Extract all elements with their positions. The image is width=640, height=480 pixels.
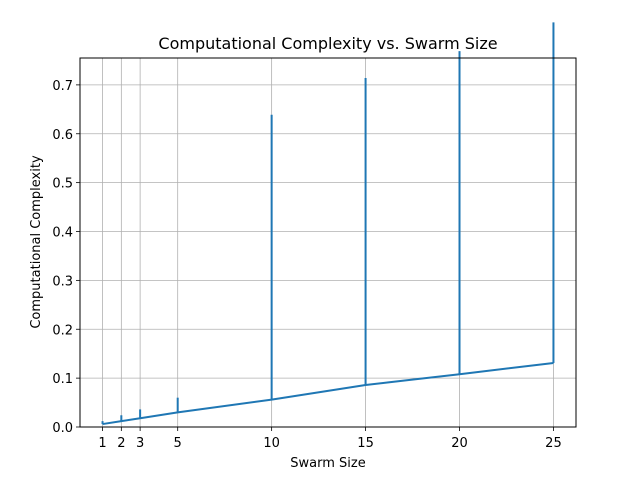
plot-frame: [79, 57, 577, 428]
x-tick-label: 1: [98, 436, 106, 451]
y-tick-label: 0.5: [52, 177, 73, 192]
x-tick-label: 2: [117, 436, 125, 451]
x-tick-label: 15: [357, 436, 374, 451]
y-tick-label: 0.6: [52, 128, 73, 143]
y-tick-label: 0.7: [52, 79, 73, 94]
y-tick-label: 0.1: [52, 372, 73, 387]
series-layer: [101, 22, 555, 426]
axis-layer: 1 2 3 5 10 15 20 25 0.0 0.1 0.2 0.3 0.4 0.5 0.6 0.7: [52, 79, 561, 451]
x-tick-label: 10: [263, 436, 280, 451]
x-tick-label: 25: [545, 436, 562, 451]
chart-title: Computational Complexity vs. Swarm Size: [158, 34, 497, 53]
y-tick-label: 0.4: [52, 226, 73, 241]
x-tick-label: 20: [451, 436, 468, 451]
y-tick-label: 0.3: [52, 274, 73, 289]
y-tick-label: 0.0: [52, 421, 73, 436]
y-axis-label: Computational Complexity: [29, 155, 44, 329]
x-tick-label: 5: [174, 436, 182, 451]
series-line: [102, 361, 554, 426]
y-tick-label: 0.2: [52, 323, 73, 338]
x-tick-label: 3: [136, 436, 144, 451]
x-axis-label: Swarm Size: [290, 456, 365, 471]
